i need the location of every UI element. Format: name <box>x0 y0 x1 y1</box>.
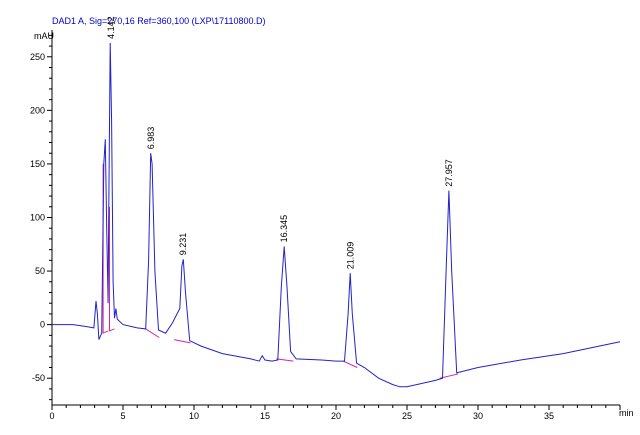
x-tick-label: 5 <box>120 411 125 421</box>
x-tick-label: 20 <box>331 411 341 421</box>
y-tick-label: 150 <box>30 159 45 169</box>
peak-label: 21.009 <box>345 242 355 270</box>
baseline-segment <box>342 360 358 368</box>
y-tick-label: 200 <box>30 105 45 115</box>
x-tick-label: 30 <box>473 411 483 421</box>
y-tick-label: 50 <box>35 266 45 276</box>
baseline-segment <box>276 358 294 362</box>
x-axis-unit: min <box>619 408 634 418</box>
peak-label: 9.231 <box>178 233 188 256</box>
signal-trace <box>52 42 621 388</box>
peak-label: 4.142 <box>106 16 116 39</box>
peak-label: 27.957 <box>444 159 454 187</box>
axes: 0 5 10 15 20 25 30 35 -50 0 50 100 150 200 250 <box>30 30 621 421</box>
y-tick-label: 100 <box>30 213 45 223</box>
peak-label: 16.345 <box>279 215 289 243</box>
baseline-segment <box>174 339 191 344</box>
y-axis-unit: mAU <box>34 31 54 41</box>
x-tick-label: 25 <box>402 411 412 421</box>
chart-title: DAD1 A, Sig=270,16 Ref=360,100 (LXP\1711… <box>52 16 265 26</box>
y-tick-label: 250 <box>30 52 45 62</box>
peak-label: 6.983 <box>146 127 156 150</box>
peak-labels: 4.142 6.983 9.231 16.345 21.009 27.957 <box>106 16 454 269</box>
x-tick-label: 10 <box>189 411 199 421</box>
integration-baselines <box>102 163 459 379</box>
baseline-segment <box>145 328 160 338</box>
y-tick-label: 0 <box>40 320 45 330</box>
x-tick-label: 0 <box>49 411 54 421</box>
x-tick-label: 35 <box>544 411 554 421</box>
x-tick-label: 15 <box>260 411 270 421</box>
y-tick-label: -50 <box>32 373 45 383</box>
